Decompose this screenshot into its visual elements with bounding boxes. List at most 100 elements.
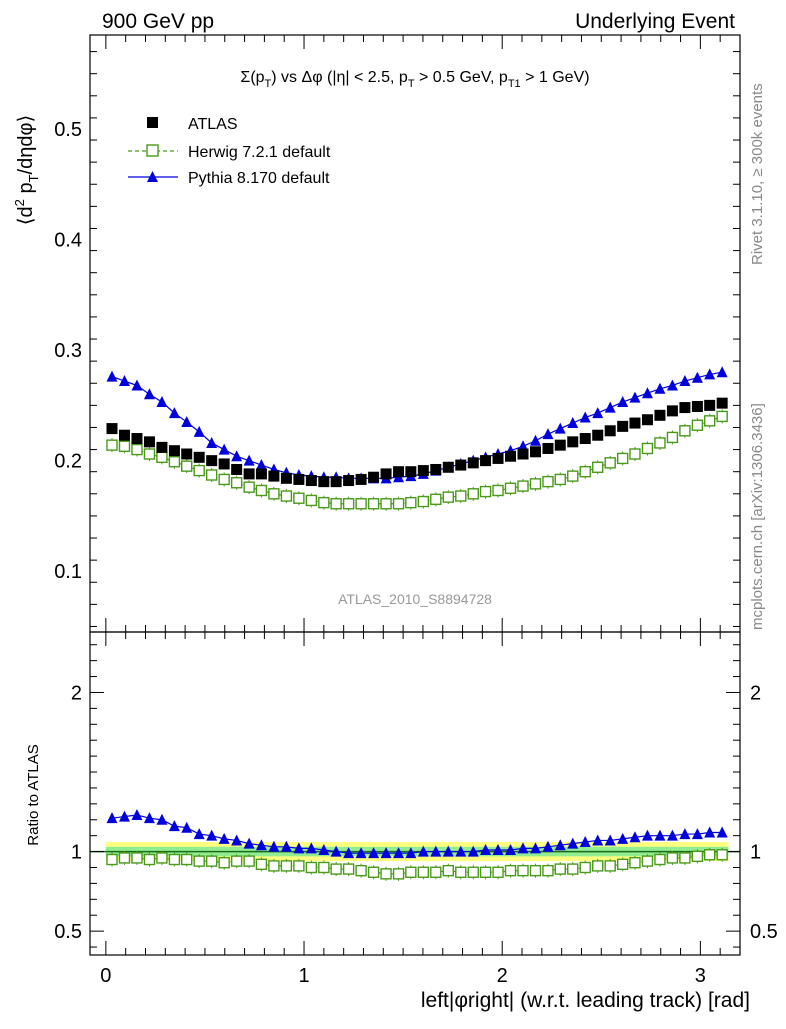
herwig-ratio-point [268,860,280,872]
herwig-point [243,481,255,493]
pythia-ratio-point [330,845,342,857]
pythia-ratio-point [168,820,180,832]
ratio-y-tick-label-right: 1 [750,842,761,864]
atlas-point [243,468,255,480]
pythia-point [592,407,604,419]
atlas-point [268,470,280,482]
pythia-point [231,450,243,462]
herwig-ratio-point [504,864,517,877]
main-y-tick-label: 0.3 [54,340,82,362]
pythia-point [666,379,678,391]
atlas-point [168,445,180,457]
herwig-ratio-point [679,852,691,864]
herwig-ratio-point [218,857,230,869]
pythia-ratio-point [305,842,317,854]
atlas-point [280,472,292,484]
herwig-ratio-point [691,850,704,863]
atlas-point [542,442,554,454]
legend-atlas-marker [147,117,158,128]
herwig-point [654,437,666,449]
herwig-ratio-point [430,866,442,878]
herwig-ratio-point [106,853,118,866]
herwig-point [679,425,691,437]
atlas-point [218,458,230,470]
atlas-point [343,475,355,487]
herwig-point [205,469,218,481]
herwig-ratio-point [554,863,566,875]
pythia-point [704,368,716,380]
herwig-ratio-point [367,866,380,878]
pythia-ratio-point [679,828,691,840]
herwig-point [517,480,529,492]
pythia-ratio-point [617,832,629,844]
herwig-point [118,440,131,452]
atlas-point [505,450,517,462]
herwig-point [230,477,243,489]
ratio-y-tick-label: 2 [71,682,82,704]
herwig-ratio-point [567,863,579,875]
herwig-ratio-point [118,852,131,864]
x-tick-label: 1 [298,965,309,987]
atlas-point [355,473,367,485]
herwig-point [131,443,143,456]
pythia-point [118,375,130,387]
herwig-point [143,448,156,460]
herwig-ratio-point [592,860,604,872]
herwig-ratio-point [467,866,479,878]
atlas-point [691,400,703,412]
herwig-point [193,464,205,477]
pythia-point [143,388,155,400]
herwig-ratio-point [243,855,255,867]
pythia-ratio-point [193,828,205,840]
herwig-point [716,410,728,423]
pythia-point [629,391,641,403]
pythia-ratio-point [480,843,492,855]
atlas-point [604,425,616,437]
herwig-ratio-point [654,853,666,866]
pythia-point [131,379,143,391]
pythia-ratio-point [467,845,479,857]
herwig-point [641,442,654,455]
atlas-point [567,436,579,448]
herwig-ratio-point [355,864,367,877]
pythia-ratio-point [368,847,380,859]
x-tick-label: 2 [497,965,508,987]
herwig-point [181,460,193,472]
atlas-point [380,468,392,480]
pythia-ratio-point [156,813,168,825]
atlas-point [666,405,678,417]
x-tick-label: 3 [695,965,706,987]
herwig-ratio-point [666,852,679,864]
herwig-ratio-point [716,849,728,861]
pythia-point [679,375,691,387]
pythia-ratio-point [318,843,330,855]
herwig-ratio-point [392,868,405,880]
x-axis-label: left|φright| (w.r.t. leading track) [rad… [421,989,750,1012]
atlas-point [430,463,442,475]
atlas-point [131,433,143,445]
herwig-point [417,495,430,508]
pythia-point [617,396,629,408]
herwig-point [380,498,392,510]
herwig-ratio-point [168,853,181,866]
herwig-point [355,498,367,510]
pythia-ratio-point [293,842,305,854]
atlas-point [455,459,467,471]
pythia-ratio-point [641,829,653,841]
pythia-ratio-point [218,832,230,844]
legend-pythia-label: Pythia 8.170 default [188,170,330,187]
atlas-point [305,475,317,487]
herwig-point [218,473,230,486]
herwig-ratio-point [255,858,268,871]
atlas-point [156,441,168,453]
atlas-point [467,457,479,469]
mcplots-label: mcplots.cern.ch [arXiv:1306.3436] [749,403,766,630]
atlas-point [318,476,330,488]
atlas-point [106,423,118,435]
pythia-ratio-point [106,812,118,824]
pythia-ratio-point [554,839,566,851]
pythia-ratio-point [355,847,367,859]
pythia-ratio-point [592,834,604,846]
herwig-point [430,493,442,506]
herwig-point [405,496,417,509]
